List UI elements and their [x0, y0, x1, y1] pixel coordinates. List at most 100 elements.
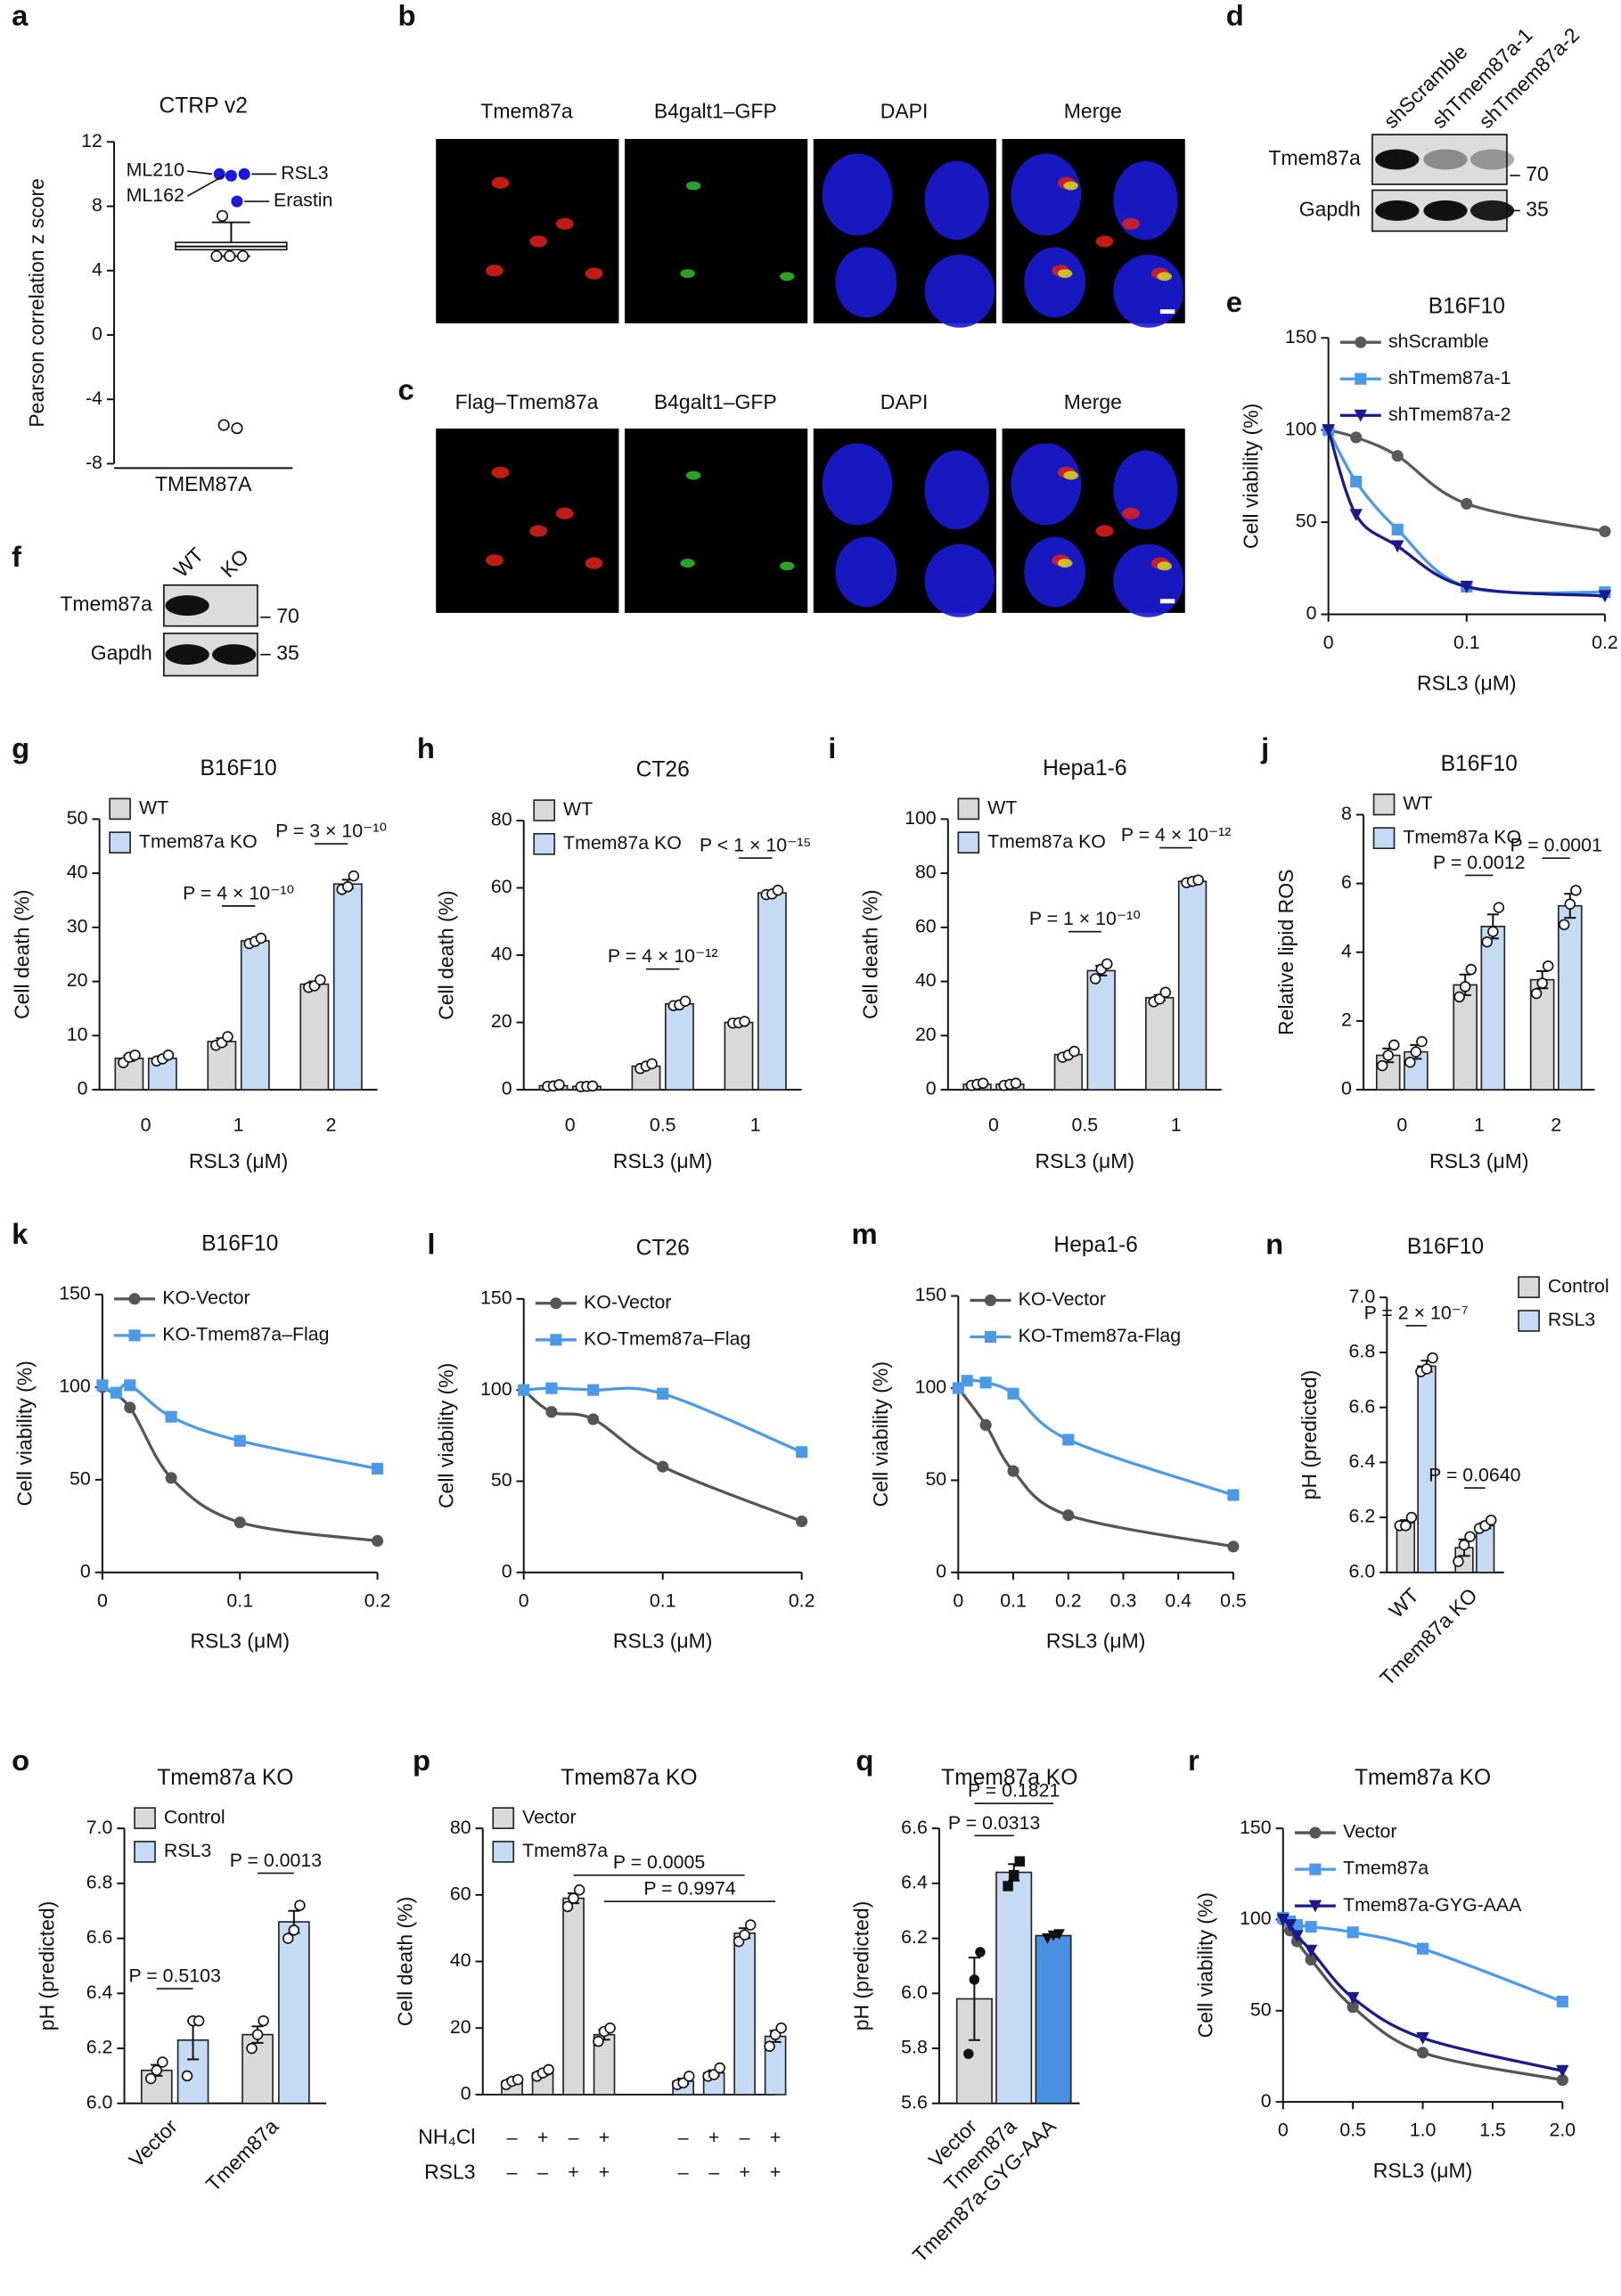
y-tick-label: 0: [78, 1078, 88, 1099]
marker: [1276, 1913, 1289, 1926]
nucleus: [1024, 536, 1086, 608]
legend-label: Tmem87a: [522, 1840, 608, 1861]
signal: [529, 235, 547, 248]
condition-sign: +: [739, 2161, 749, 2183]
marker: [969, 1974, 980, 1985]
image-label: Flag–Tmem87a: [455, 390, 599, 413]
replicate: [775, 2022, 787, 2034]
marker: [1556, 2064, 1569, 2078]
marker: [233, 1434, 246, 1447]
marker: [979, 1377, 992, 1389]
p-value: P = 0.0313: [948, 1812, 1040, 1834]
marker: [1014, 1856, 1026, 1867]
signal: [780, 272, 795, 282]
panel-letter: e: [1226, 285, 1242, 318]
replicate: [1453, 991, 1465, 1003]
replicate: [1089, 973, 1101, 985]
signal: [685, 470, 701, 480]
y-tick-label: 0: [502, 1078, 512, 1099]
replicate: [1458, 1539, 1470, 1551]
y-axis-label: Relative lipid ROS: [1274, 870, 1298, 1035]
x-tick-label: Tmem87a: [201, 2114, 283, 2196]
y-tick-label: 20: [915, 1024, 937, 1045]
condition-sign: –: [537, 2161, 548, 2183]
size-marker: 35: [1526, 197, 1549, 220]
y-tick-label: 150: [915, 1284, 947, 1305]
y-tick-label: 10: [67, 1024, 88, 1045]
replicate: [1536, 977, 1548, 989]
condition-sign: –: [678, 2161, 689, 2183]
y-tick-label: 7.0: [86, 1817, 113, 1838]
legend-swatch: [492, 1841, 515, 1863]
replicate: [1159, 986, 1172, 998]
legend-label: shTmem87a-1: [1388, 367, 1510, 388]
replicate: [1570, 885, 1582, 896]
y-tick-label: 40: [491, 944, 512, 965]
bar: [995, 1871, 1033, 2104]
marker: [371, 1462, 384, 1475]
x-tick-label: 1.0: [1410, 2120, 1437, 2141]
y-tick-label: 60: [450, 1883, 471, 1904]
replicate: [739, 1929, 750, 1941]
marker: [1308, 1900, 1322, 1913]
marker: [1598, 590, 1612, 603]
x-tick-label: 0: [1396, 1115, 1407, 1136]
signal: [491, 176, 510, 189]
y-tick-label: 0: [936, 1560, 946, 1581]
marker: [518, 1384, 530, 1396]
y-axis-label: Pearson correlation z score: [25, 178, 48, 428]
y-axis-label: Cell viability (%): [434, 1363, 457, 1508]
panel-letter: m: [851, 1217, 877, 1250]
replicate: [294, 1900, 306, 1911]
nucleus: [1113, 450, 1178, 530]
blot-band: [1423, 200, 1468, 221]
replicate: [1465, 963, 1477, 976]
y-tick-label: 50: [70, 1468, 91, 1490]
marker: [587, 1413, 600, 1426]
p-value: P = 4 × 10⁻¹⁰: [183, 882, 294, 903]
x-tick-label: 2: [326, 1115, 337, 1136]
x-tick-label: 0.5: [1071, 1115, 1098, 1136]
legend-label: shScramble: [1388, 331, 1489, 352]
y-tick-label: 0: [502, 1560, 512, 1581]
legend-swatch: [109, 797, 131, 821]
replicate: [151, 2064, 163, 2076]
chart-title: Hepa1-6: [1053, 1233, 1137, 1257]
legend-label: Control: [164, 1806, 225, 1827]
condition-sign: –: [507, 2127, 518, 2148]
marker: [1305, 1953, 1317, 1966]
signal: [486, 265, 503, 277]
bar: [631, 1065, 661, 1091]
marker: [975, 1947, 986, 1957]
marker: [1304, 1944, 1318, 1957]
signal: [1063, 470, 1078, 480]
marker: [550, 1334, 562, 1346]
bar: [332, 883, 363, 1091]
panel-letter: f: [12, 540, 21, 573]
marker: [1391, 523, 1404, 535]
signal: [680, 559, 695, 568]
marker: [1309, 1863, 1322, 1875]
legend-swatch: [1372, 827, 1396, 850]
replicate: [1459, 981, 1471, 993]
y-tick-label: 80: [491, 809, 512, 830]
y-tick-label: 50: [491, 1469, 512, 1491]
panel-letter: l: [427, 1227, 435, 1260]
y-tick-label: 6.4: [1349, 1450, 1376, 1472]
signal: [585, 557, 603, 569]
legend-swatch: [134, 1841, 156, 1863]
signal: [1122, 507, 1140, 519]
legend-label: WT: [563, 798, 593, 820]
panel-letter: a: [12, 0, 29, 31]
nucleus: [924, 450, 989, 530]
y-tick-label: 0: [461, 2083, 471, 2104]
y-tick-label: -4: [86, 388, 102, 409]
y-tick-label: 6.2: [86, 2037, 113, 2058]
replicate: [348, 870, 360, 882]
x-tick-label: 0: [565, 1115, 576, 1136]
x-tick-label: 2: [1551, 1115, 1561, 1136]
condition-sign: +: [599, 2161, 610, 2183]
legend-label: KO-Vector: [1019, 1288, 1106, 1310]
outlier: [216, 209, 229, 222]
bar: [299, 983, 330, 1091]
